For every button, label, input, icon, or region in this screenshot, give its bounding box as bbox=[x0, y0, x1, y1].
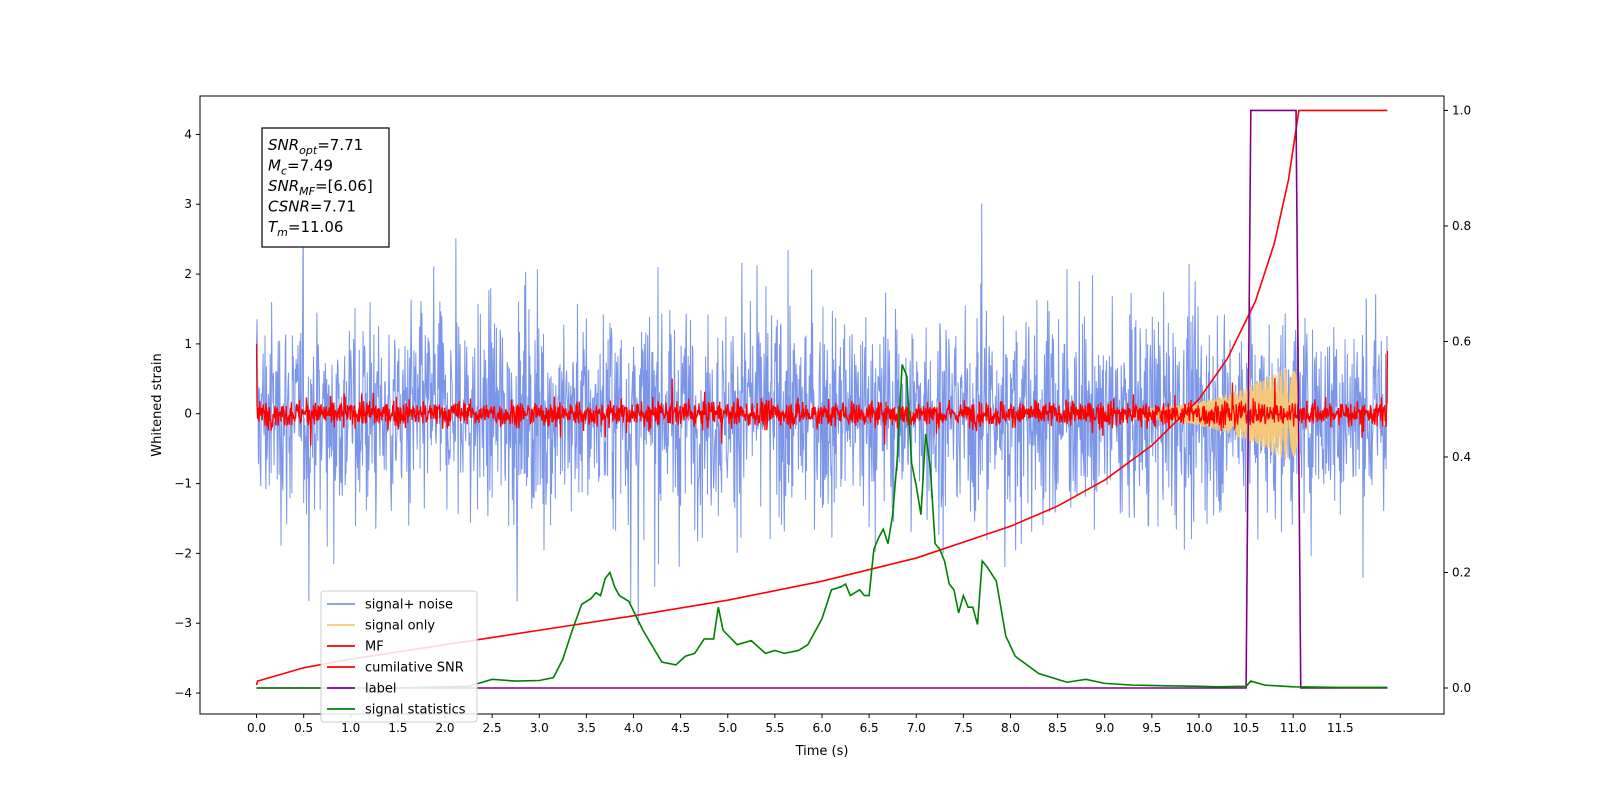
y-right-tick-label: 0.8 bbox=[1452, 219, 1471, 233]
x-tick-label: 11.0 bbox=[1280, 721, 1307, 735]
legend-label: MF bbox=[365, 640, 384, 655]
y-left-tick-label: −1 bbox=[174, 477, 192, 491]
legend-label: signal only bbox=[365, 619, 435, 634]
annotation-line: Mc=7.49 bbox=[268, 157, 333, 178]
x-tick-label: 3.0 bbox=[530, 721, 549, 735]
y-axis-label: Whitened strain bbox=[150, 353, 165, 456]
legend-label: signal statistics bbox=[365, 703, 466, 718]
x-tick-label: 8.5 bbox=[1048, 721, 1067, 735]
y-right-tick-label: 0.4 bbox=[1452, 450, 1471, 464]
x-tick-label: 9.0 bbox=[1095, 721, 1114, 735]
annotation-frame bbox=[261, 127, 390, 248]
x-tick-label: 10.0 bbox=[1186, 721, 1213, 735]
y-right-tick-label: 0.6 bbox=[1452, 334, 1471, 348]
series-signal-noise bbox=[256, 203, 1388, 626]
x-tick-label: 6.0 bbox=[812, 721, 831, 735]
x-tick-label: 0.5 bbox=[294, 721, 313, 735]
series-mf bbox=[255, 343, 1389, 446]
x-tick-label: 3.5 bbox=[577, 721, 596, 735]
annotation-line: SNRMF=[6.06] bbox=[268, 177, 373, 198]
x-tick-label: 0.0 bbox=[247, 721, 266, 735]
x-tick-label: 6.5 bbox=[860, 721, 879, 735]
y-right-tick-label: 0.0 bbox=[1452, 681, 1471, 695]
legend: signal+ noise signal only MF cumilative SNR… bbox=[320, 590, 478, 723]
x-tick-label: 5.5 bbox=[765, 721, 784, 735]
y-left-tick-label: 2 bbox=[184, 267, 192, 281]
x-axis-label: Time (s) bbox=[795, 744, 849, 759]
x-tick-label: 4.0 bbox=[624, 721, 643, 735]
series-signal-statistics bbox=[256, 364, 1388, 689]
x-tick-label: 1.0 bbox=[341, 721, 360, 735]
x-tick-label: 5.0 bbox=[718, 721, 737, 735]
x-tick-label: 7.5 bbox=[954, 721, 973, 735]
x-tick-label: 11.5 bbox=[1327, 721, 1354, 735]
x-tick-label: 8.0 bbox=[1001, 721, 1020, 735]
x-tick-label: 10.5 bbox=[1233, 721, 1260, 735]
y-right-tick-label: 0.2 bbox=[1452, 565, 1471, 579]
x-tick-label: 4.5 bbox=[671, 721, 690, 735]
annotation-line: CSNR=7.71 bbox=[268, 198, 356, 216]
x-tick-label: 7.0 bbox=[907, 721, 926, 735]
y-left-tick-label: −3 bbox=[174, 616, 192, 630]
annotation-line: Tm=11.06 bbox=[268, 218, 343, 239]
y-axis-right: 0.0 0.2 0.4 0.6 0.8 1.0 bbox=[1444, 103, 1471, 695]
legend-label: cumilative SNR bbox=[365, 661, 464, 676]
annotation-line: SNRopt=7.71 bbox=[268, 136, 363, 157]
legend-label: label bbox=[365, 682, 396, 697]
series-label bbox=[256, 109, 1388, 689]
legend-label: signal+ noise bbox=[365, 598, 453, 613]
x-axis: 0.0 0.5 1.0 1.5 2.0 2.5 3.0 3.5 4.0 4.5 5.0 5.5 6.0 6… bbox=[247, 714, 1354, 735]
y-left-tick-label: 3 bbox=[184, 197, 192, 211]
y-left-tick-label: 0 bbox=[184, 407, 192, 421]
y-left-tick-label: −2 bbox=[174, 546, 192, 560]
y-left-tick-label: −4 bbox=[174, 686, 192, 700]
x-tick-label: 9.5 bbox=[1142, 721, 1161, 735]
x-tick-label: 2.5 bbox=[483, 721, 502, 735]
x-tick-label: 2.0 bbox=[435, 721, 454, 735]
y-axis-left: −4 −3 −2 −1 0 1 2 3 4 bbox=[174, 127, 200, 700]
x-tick-label: 1.5 bbox=[388, 721, 407, 735]
y-left-tick-label: 1 bbox=[184, 337, 192, 351]
y-right-tick-label: 1.0 bbox=[1452, 103, 1471, 117]
y-left-tick-label: 4 bbox=[184, 127, 192, 141]
legend-frame bbox=[320, 590, 478, 723]
